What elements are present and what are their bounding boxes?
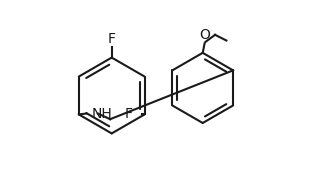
Text: F: F	[108, 32, 116, 46]
Text: NH: NH	[91, 107, 112, 121]
Text: O: O	[199, 28, 210, 42]
Text: F: F	[125, 108, 133, 121]
